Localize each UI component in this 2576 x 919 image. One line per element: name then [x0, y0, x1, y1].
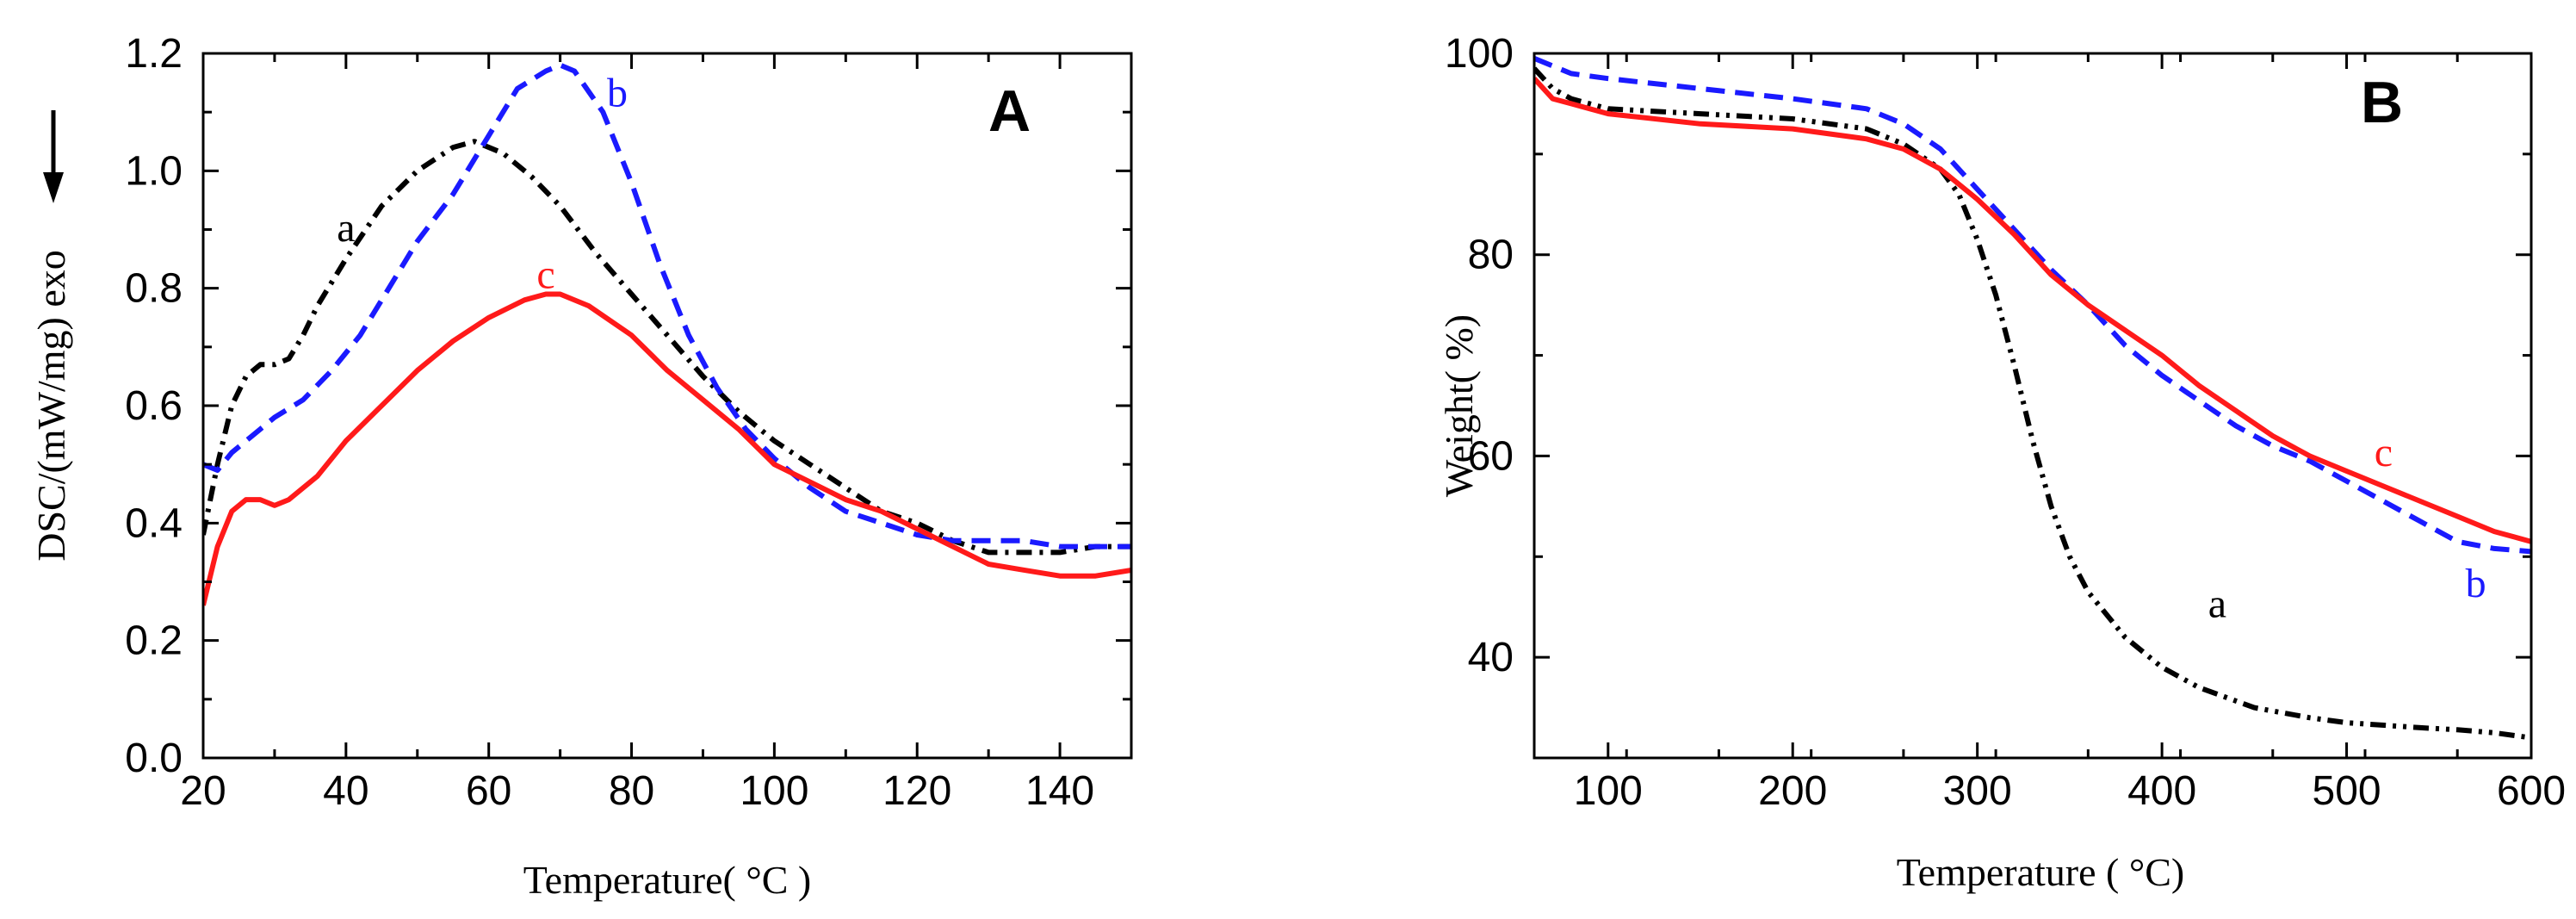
panel-a-ticks	[201, 52, 1133, 760]
panel-a-dsc-chart: 20 40 60 80 100 120 140 0.00.20.40.60.81.01.2 …	[29, 31, 1133, 902]
x-tick-label: 100	[1574, 768, 1643, 814]
curve-label-a: a	[2208, 581, 2226, 626]
panel-a-x-tick-labels: 20 40 60 80 100 120 140	[180, 768, 1094, 814]
panel-b-tga-chart: 100 200 300 400 500 600 40 60 80 100 a b c B Tempe…	[1437, 31, 2566, 894]
series-a-line	[1534, 66, 2531, 741]
y-tick-label: 0.8	[125, 266, 183, 312]
panel-a-x-axis-title: Temperature( °C )	[523, 858, 811, 902]
panel-b-ticks	[1533, 52, 2533, 760]
panel-a-letter: A	[988, 78, 1031, 144]
series-c-line	[203, 291, 1131, 606]
x-tick-label: 140	[1025, 768, 1094, 814]
panel-b-curves	[1534, 56, 2531, 741]
series-a-line	[203, 139, 1131, 556]
curve-label-b: b	[2466, 561, 2486, 606]
panel-b-series-group	[1534, 56, 2531, 741]
y-tick-label: 1.0	[125, 148, 183, 194]
x-tick-label: 400	[2127, 768, 2196, 814]
y-tick-label: 40	[1468, 635, 1514, 680]
x-tick-label: 500	[2313, 768, 2381, 814]
x-tick-label: 40	[323, 768, 368, 814]
panel-a-y-tick-labels: 0.0 0.2 0.4 0.6 0.8 1.0 1.2	[125, 31, 183, 781]
x-tick-label: 100	[740, 768, 808, 814]
panel-b-x-axis-title: Temperature ( °C)	[1897, 850, 2184, 894]
panel-a-series-group	[203, 62, 1131, 606]
panel-a-y-axis-title: DSC/(mW/mg) exo	[29, 250, 73, 562]
x-tick-label: 20	[180, 768, 226, 814]
curve-label-c: c	[536, 252, 554, 298]
x-tick-label: 60	[466, 768, 511, 814]
curve-label-a: a	[337, 205, 355, 251]
y-tick-label: 0.2	[125, 618, 183, 664]
x-tick-label: 300	[1943, 768, 2012, 814]
series-b-line	[203, 62, 1131, 550]
panel-b-letter: B	[2361, 70, 2403, 135]
panel-b-plot-frame	[1533, 52, 2533, 760]
x-tick-label: 80	[609, 768, 654, 814]
y-tick-label: 80	[1468, 233, 1514, 278]
panel-b-x-tick-labels: 100 200 300 400 500 600	[1574, 768, 2566, 814]
x-tick-label: 600	[2497, 768, 2566, 814]
panel-b-y-tick-labels: 40 60 80 100	[1445, 31, 1514, 680]
curve-label-b: b	[607, 70, 628, 115]
x-tick-label: 120	[882, 768, 951, 814]
panel-b-y-axis-title: Weight( %)	[1437, 314, 1481, 497]
panel-a-plot-frame	[201, 52, 1133, 760]
y-tick-label: 0.6	[125, 383, 183, 429]
y-tick-label: 100	[1445, 31, 1514, 77]
y-tick-label: 60	[1468, 433, 1514, 479]
y-tick-label: 0.4	[125, 500, 183, 546]
panel-a-annotations: a b c	[337, 70, 628, 297]
down-arrow-icon	[43, 110, 64, 203]
y-tick-label: 1.2	[125, 31, 183, 77]
series-b-line	[1534, 56, 2531, 555]
series-c-line	[1534, 77, 2531, 544]
panel-a-curves	[203, 62, 1131, 606]
curve-label-c: c	[2375, 430, 2393, 475]
x-tick-label: 200	[1758, 768, 1827, 814]
panel-b-annotations: a b c	[2208, 430, 2486, 626]
y-tick-label: 0.0	[125, 736, 183, 781]
